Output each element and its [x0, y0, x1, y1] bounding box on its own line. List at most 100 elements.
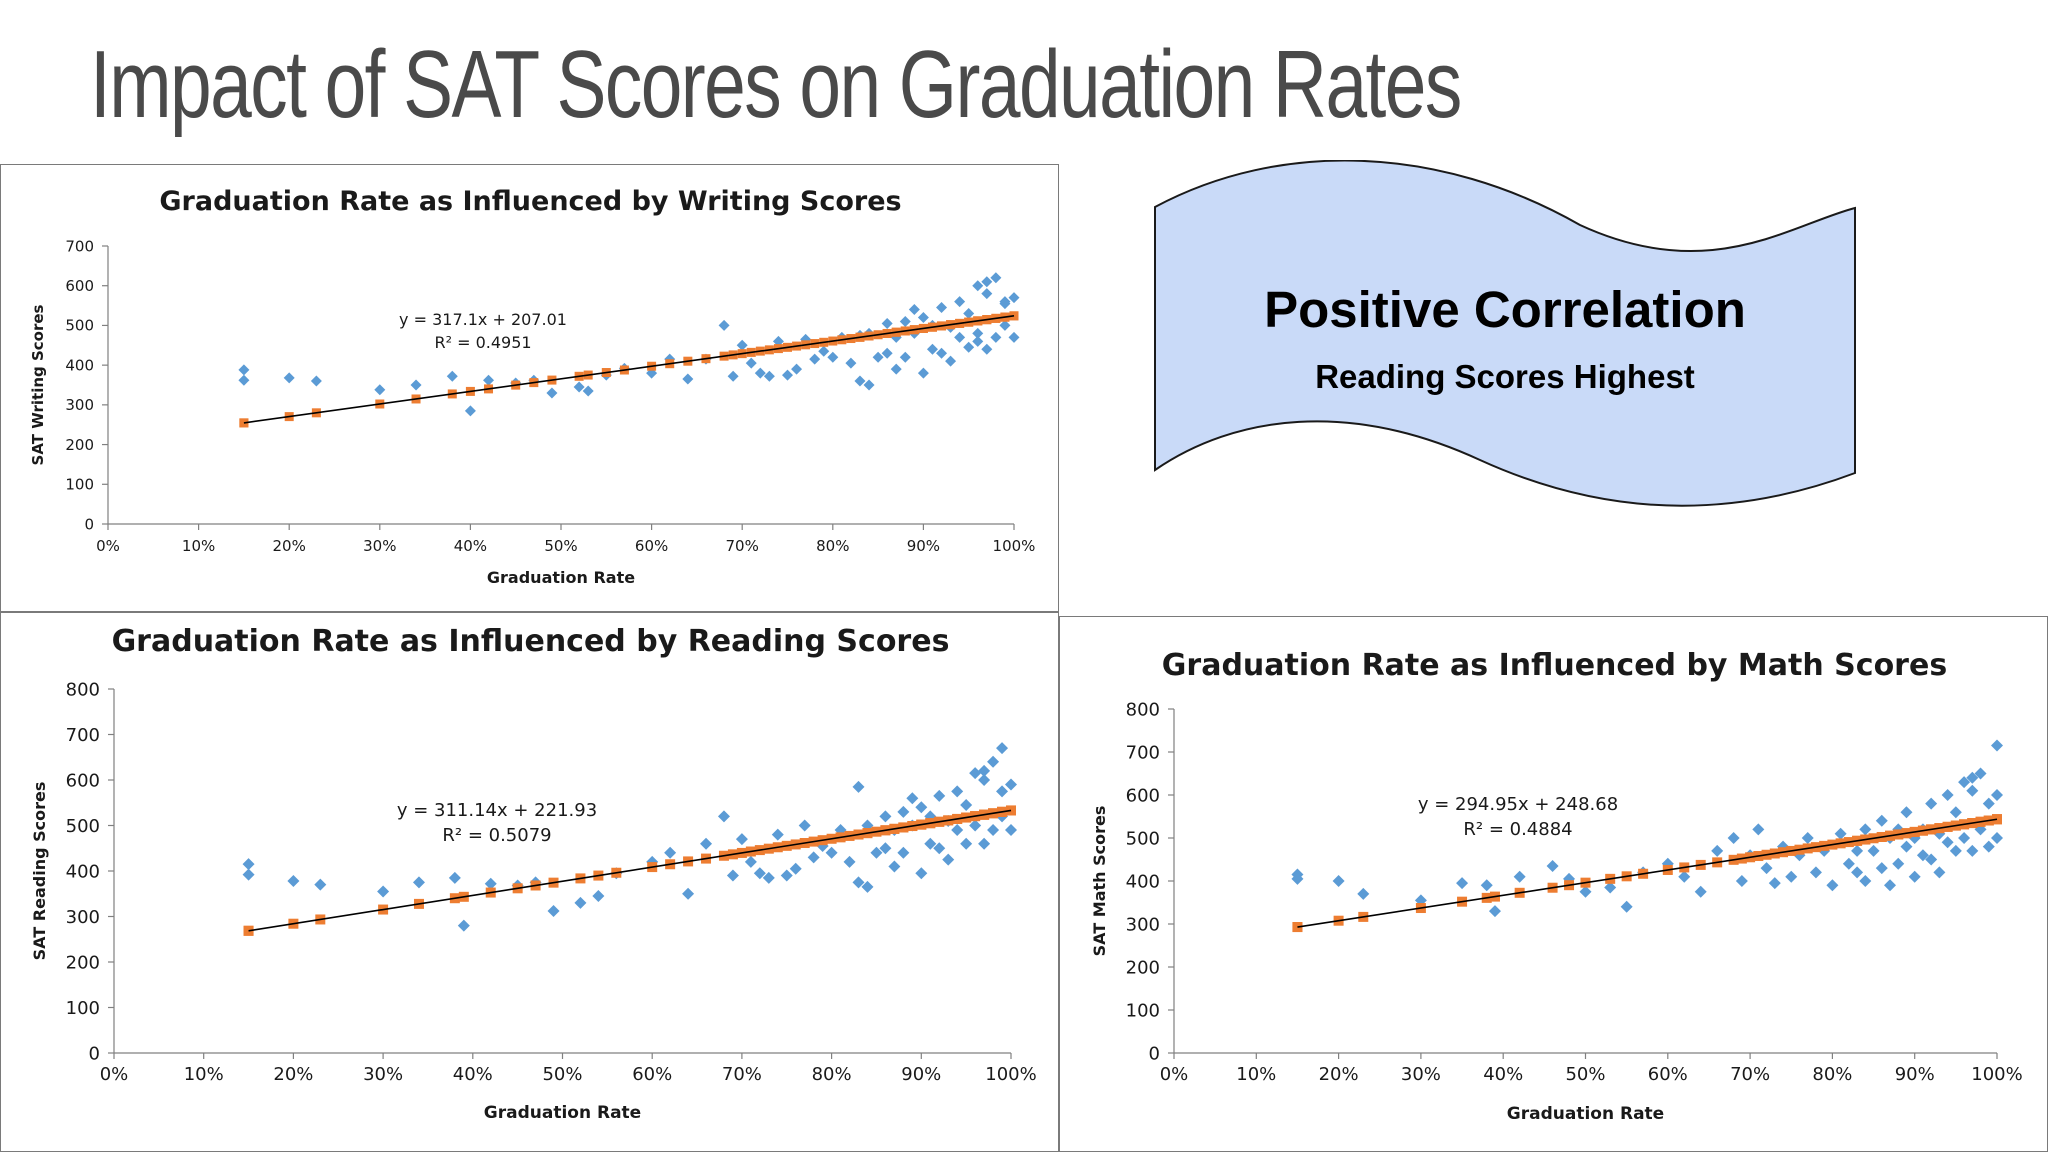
scatter-point [1916, 849, 1929, 862]
x-tick-label: 90% [1895, 1064, 1935, 1085]
r-squared-label: R² = 0.4951 [434, 333, 531, 352]
scatter-point [1801, 832, 1814, 844]
scatter-point [744, 855, 757, 868]
scatter-point [1925, 797, 1938, 810]
x-tick-label: 100% [993, 537, 1036, 555]
scatter-point [960, 799, 973, 812]
y-tick-label: 0 [84, 515, 94, 533]
scatter-point [1892, 857, 1905, 870]
scatter-point [242, 858, 255, 871]
scatter-point [1900, 806, 1913, 819]
trend-marker [1292, 922, 1303, 933]
scatter-point [1008, 292, 1020, 304]
scatter-point [872, 351, 884, 363]
scatter-point [592, 890, 605, 903]
scatter-point [1620, 900, 1633, 913]
scatter-point [772, 335, 784, 347]
scatter-point [963, 308, 975, 320]
scatter-point [852, 780, 865, 793]
scatter-point [791, 363, 803, 375]
scatter-point [915, 867, 928, 880]
scatter-point [763, 370, 775, 382]
scatter-point [936, 347, 948, 359]
scatter-point [978, 837, 991, 850]
x-axis-title: Graduation Rate [487, 568, 635, 587]
scatter-point [310, 375, 322, 387]
y-tick-label: 100 [66, 998, 100, 1019]
trend-equation: y = 317.1x + 207.01 [399, 310, 567, 329]
scatter-point [987, 824, 1000, 837]
y-tick-label: 600 [65, 277, 94, 295]
x-tick-label: 0% [96, 537, 120, 555]
scatter-point [1875, 814, 1888, 827]
scatter-point [915, 801, 928, 814]
scatter-point [1357, 887, 1370, 900]
scatter-point [807, 851, 820, 864]
scatter-point [771, 828, 784, 841]
scatter-point [818, 345, 830, 357]
scatter-point [664, 353, 676, 365]
scatter-point [1456, 877, 1469, 890]
x-tick-label: 10% [184, 1064, 224, 1085]
scatter-point [1785, 870, 1798, 883]
x-axis-title: Graduation Rate [484, 1103, 641, 1123]
scatter-point [717, 810, 730, 823]
y-axis-title: SAT Reading Scores [30, 782, 49, 961]
scatter-point [881, 317, 893, 329]
scatter-point [881, 347, 893, 359]
scatter-point [412, 876, 425, 889]
scatter-point [890, 331, 902, 343]
scatter-point [1991, 832, 2003, 844]
r-squared-label: R² = 0.5079 [442, 825, 551, 846]
y-tick-label: 800 [1126, 699, 1160, 720]
scatter-point [314, 878, 327, 891]
scatter-point [1982, 797, 1995, 810]
y-tick-label: 600 [1126, 785, 1160, 806]
x-tick-label: 20% [273, 537, 306, 555]
scatter-point [1966, 844, 1979, 857]
scatter-point [863, 379, 875, 391]
scatter-point [972, 335, 984, 347]
y-axis-title: SAT Writing Scores [29, 304, 47, 465]
scatter-point [809, 353, 821, 365]
scatter-point [951, 785, 964, 798]
x-tick-label: 60% [1648, 1064, 1688, 1085]
y-tick-label: 700 [66, 725, 100, 746]
x-tick-label: 40% [454, 537, 487, 555]
scatter-point [1480, 879, 1493, 892]
scatter-point [682, 887, 695, 900]
scatter-point [861, 880, 874, 893]
scatter-point [1941, 789, 1954, 801]
r-squared-label: R² = 0.4884 [1463, 819, 1572, 840]
y-tick-label: 400 [65, 356, 94, 374]
x-axis-title: Graduation Rate [1507, 1104, 1664, 1124]
scatter-point [1809, 866, 1822, 879]
scatter-point [762, 871, 775, 884]
scatter-point [1851, 866, 1864, 879]
reading-chart-panel: Graduation Rate as Influenced by Reading… [0, 612, 1059, 1152]
scatter-point [1966, 784, 1979, 797]
x-tick-label: 30% [1401, 1064, 1441, 1085]
scatter-point [1949, 806, 1962, 819]
x-tick-label: 70% [726, 537, 759, 555]
scatter-point [890, 363, 902, 375]
scatter-point [1332, 875, 1345, 887]
y-tick-label: 200 [66, 952, 100, 973]
x-tick-label: 40% [453, 1064, 493, 1085]
y-tick-label: 200 [65, 436, 94, 454]
scatter-point [1826, 879, 1839, 892]
scatter-point [1859, 823, 1872, 836]
x-tick-label: 20% [1319, 1064, 1359, 1085]
scatter-point [954, 296, 966, 308]
scatter-point [374, 384, 386, 396]
x-tick-label: 90% [907, 537, 940, 555]
y-tick-label: 600 [66, 770, 100, 791]
scatter-point [238, 364, 250, 376]
scatter-point [573, 381, 585, 393]
scatter-point [646, 855, 659, 868]
scatter-point [1760, 862, 1773, 875]
x-tick-label: 100% [1971, 1064, 2022, 1085]
scatter-point [798, 819, 811, 832]
trend-line [243, 315, 1015, 424]
scatter-point [1488, 905, 1501, 918]
